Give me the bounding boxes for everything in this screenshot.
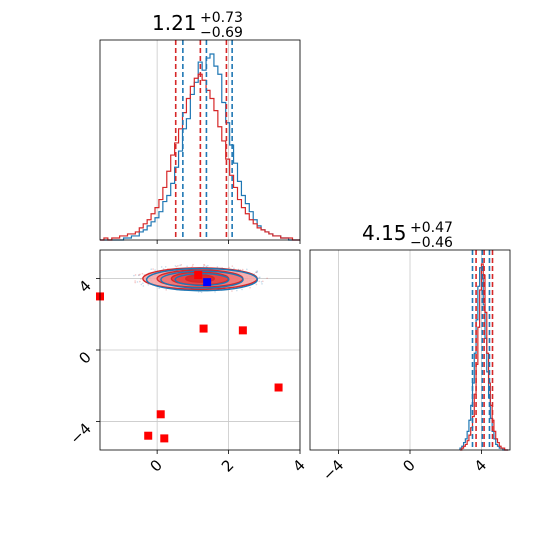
joint-sample-point: [216, 266, 219, 268]
right-hist-xtick-label-2: 4: [471, 456, 490, 475]
marginal-histogram-top: [99, 39, 301, 244]
joint-sample-point: [136, 281, 139, 283]
joint-sample-point: [236, 289, 238, 292]
joint-sample-point: [256, 271, 259, 273]
joint-sample-point: [228, 266, 230, 269]
joint-sample-point: [142, 282, 144, 285]
joint-sample-point: [255, 271, 257, 274]
joint-sample-point: [165, 289, 168, 291]
joint-contour-blue-0: [145, 267, 259, 292]
joint-sample-point: [186, 265, 188, 268]
joint-sample-point: [179, 264, 181, 267]
joint-sample-point: [134, 280, 136, 282]
joint-marker-8: [203, 278, 212, 287]
joint-marker-4: [274, 383, 283, 392]
right-hist-series-1: [460, 263, 509, 451]
marginal-histogram-right: −4 0 4: [309, 249, 511, 484]
title-right-upper: +0.47: [410, 220, 453, 236]
right-hist-xtick-label-1: 0: [399, 456, 418, 475]
joint-sample-point: [142, 285, 145, 287]
joint-marker-7: [160, 434, 169, 443]
joint-sample-point: [160, 266, 163, 268]
title-top: 1.21 +0.73 −0.69: [152, 10, 243, 41]
joint-sample-point: [261, 283, 263, 285]
joint-xtick-label-1: 2: [218, 456, 237, 475]
title-right: 4.15 +0.47 −0.46: [362, 220, 453, 251]
joint-sample-point: [191, 265, 194, 267]
right-hist-xtick-label-0: −4: [319, 456, 347, 484]
title-right-value: 4.15: [362, 221, 407, 245]
joint-sample-point: [200, 291, 203, 294]
joint-sample-point: [192, 263, 194, 266]
joint-sample-point: [147, 284, 150, 286]
joint-sample-point: [133, 274, 135, 277]
joint-ytick-label-0: −4: [66, 420, 94, 448]
top-hist-series-1: [100, 73, 300, 241]
joint-sample-point: [138, 274, 140, 277]
joint-sample-point: [164, 266, 167, 268]
joint-sample-point: [246, 268, 248, 271]
joint-ytick-label-1: 0: [75, 348, 94, 367]
joint-sample-point: [260, 281, 263, 283]
joint-sample-point: [203, 264, 206, 266]
joint-sample-point: [150, 268, 153, 271]
joint-sample-point: [180, 264, 183, 266]
joint-sample-point: [241, 288, 243, 291]
joint-sample-point: [152, 268, 154, 270]
joint-sample-point: [231, 290, 233, 292]
joint-sample-point: [140, 278, 142, 280]
joint-sample-point: [141, 272, 144, 275]
joint-sample-point: [138, 274, 140, 276]
joint-sample-point: [262, 280, 264, 283]
joint-sample-point: [154, 269, 156, 271]
joint-sample-point: [134, 281, 136, 284]
joint-scatter-panel: 0 2 4 −4 0 4: [66, 249, 309, 476]
joint-sample-point: [140, 283, 143, 286]
joint-sample-point: [214, 291, 216, 293]
title-top-upper: +0.73: [200, 10, 243, 26]
joint-xtick-label-2: 4: [289, 456, 308, 475]
joint-sample-point: [158, 287, 160, 290]
joint-sample-point: [255, 271, 258, 274]
joint-sample-point: [258, 280, 261, 283]
joint-sample-point: [256, 270, 258, 272]
joint-sample-point: [205, 265, 208, 268]
joint-marker-1: [194, 271, 203, 279]
title-right-lower: −0.46: [410, 235, 453, 251]
joint-sample-point: [139, 280, 141, 283]
joint-sample-point: [266, 277, 268, 280]
joint-sample-point: [203, 263, 205, 266]
joint-plot-area: [100, 250, 300, 450]
joint-sample-point: [139, 273, 141, 276]
joint-sample-point: [249, 286, 251, 289]
joint-marker-5: [156, 410, 165, 419]
top-hist-frame: [99, 39, 301, 241]
joint-ytick-label-2: 4: [75, 277, 94, 296]
joint-sample-point: [241, 268, 244, 271]
joint-xtick-label-0: 0: [146, 456, 165, 475]
joint-sample-point: [233, 267, 235, 270]
joint-sample-point: [174, 265, 177, 267]
joint-sample-point: [258, 277, 260, 279]
joint-sample-point: [231, 265, 234, 267]
joint-sample-point: [175, 265, 178, 268]
joint-sample-point: [177, 264, 179, 267]
title-top-lower: −0.69: [200, 25, 243, 41]
joint-marker-3: [238, 326, 247, 335]
joint-sample-point: [255, 283, 258, 286]
joint-sample-point: [197, 291, 200, 293]
joint-marker-2: [199, 324, 208, 333]
joint-sample-point: [202, 265, 205, 268]
joint-sample-point: [134, 274, 137, 276]
joint-sample-point: [207, 264, 209, 267]
title-top-value: 1.21: [152, 11, 197, 35]
joint-sample-point: [162, 268, 165, 270]
joint-marker-6: [144, 431, 153, 440]
joint-sample-point: [259, 276, 261, 279]
